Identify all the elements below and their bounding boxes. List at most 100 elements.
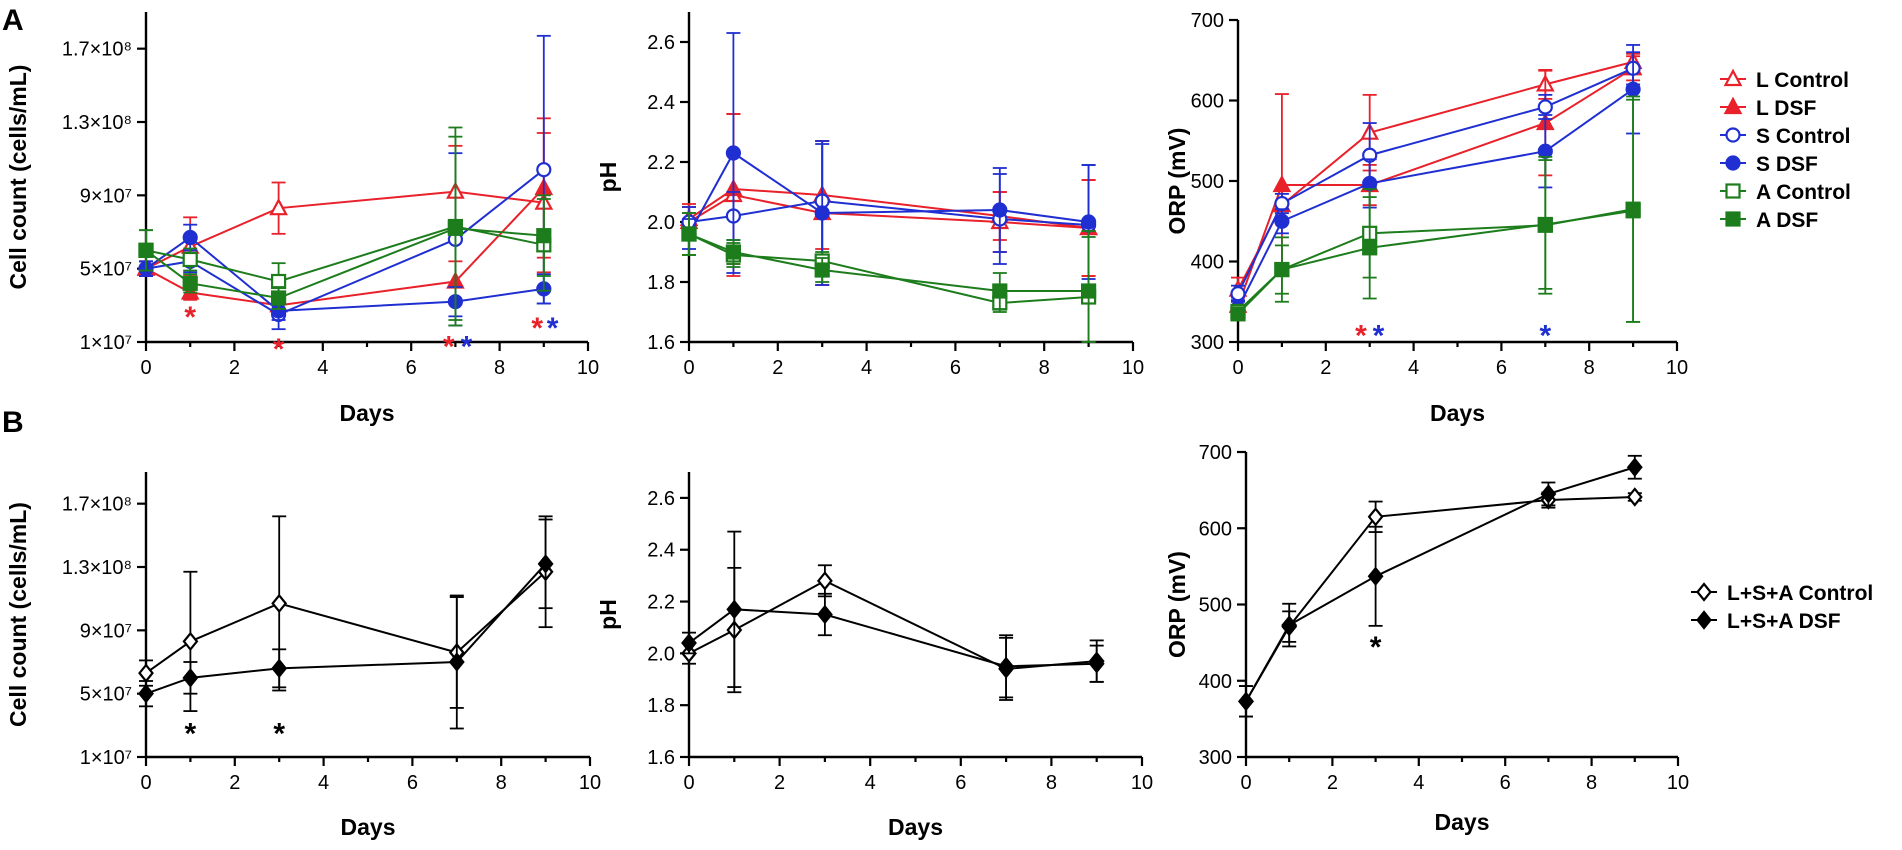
data-point (138, 663, 154, 683)
data-point (536, 228, 552, 244)
data-point (1625, 81, 1641, 97)
x-tick-label: 2 (1320, 357, 1331, 379)
y-tick-label: 1×10⁷ (80, 747, 132, 769)
y-tick-label: 1.7×10⁸ (62, 39, 132, 61)
x-axis-label: Days (888, 814, 943, 840)
legend-label: L+S+A DSF (1727, 610, 1841, 633)
x-tick-label: 10 (1131, 772, 1153, 794)
legend-marker (1723, 96, 1743, 115)
chart-B-ph: 0 2 4 6 8 10 1.6 1.8 2.0 2.2 2.4 2.6 Days pH (595, 472, 1153, 840)
y-tick-label: 2.6 (647, 488, 675, 510)
legend-panel-a: L Control L DSF S Control S DSF A Control A D… (1720, 68, 1851, 232)
data-point (1362, 175, 1378, 192)
legend-label: L Control (1756, 69, 1849, 92)
y-axis-label: pH (595, 599, 621, 630)
data-point (271, 290, 287, 306)
data-point (814, 205, 830, 221)
x-tick-label: 4 (317, 357, 328, 379)
y-tick-label: 5×10⁷ (80, 684, 132, 706)
x-tick-label: 6 (1500, 772, 1511, 794)
y-tick-label: 2.6 (647, 32, 675, 54)
y-tick-label: 2.2 (647, 592, 675, 614)
series-line (688, 233, 1089, 292)
x-tick-label: 8 (1046, 772, 1057, 794)
data-point (725, 244, 742, 260)
x-tick-label: 10 (1667, 772, 1689, 794)
x-tick-label: 0 (1232, 357, 1243, 379)
data-point (1272, 174, 1292, 193)
series-a-control (1230, 95, 1641, 323)
data-point (271, 593, 288, 614)
series-l-control (136, 132, 554, 277)
significance-star: * (1370, 631, 1382, 664)
significance-star: * (443, 330, 455, 363)
data-point (1540, 484, 1557, 504)
series-line (145, 563, 547, 695)
series-line (145, 168, 545, 316)
significance-star: * (1355, 320, 1367, 353)
series-a-dsf (1230, 98, 1641, 323)
y-axis-label: Cell count (cells/mL) (5, 65, 31, 290)
legend-label: A DSF (1756, 209, 1818, 232)
x-axis-label: Days (1435, 809, 1490, 835)
legend-panel-b: L+S+A Control L+S+A DSF (1691, 582, 1873, 633)
x-axis-label: Days (340, 400, 395, 426)
y-tick-label: 500 (1191, 171, 1224, 193)
data-point (1537, 143, 1553, 159)
legend-item: L+S+A DSF (1691, 610, 1841, 633)
y-tick-label: 2.4 (647, 92, 675, 114)
series-a-dsf (138, 135, 552, 321)
series-line (688, 233, 1089, 305)
x-tick-label: 2 (772, 357, 783, 379)
x-tick-label: 0 (1240, 772, 1251, 794)
y-tick-label: 1×10⁷ (80, 332, 132, 354)
data-point (1238, 691, 1254, 712)
x-tick-label: 8 (1586, 772, 1597, 794)
data-point (447, 220, 463, 236)
data-point (1088, 653, 1105, 674)
data-point (271, 273, 287, 290)
series-s-dsf (681, 32, 1097, 286)
legend-marker (1725, 183, 1741, 199)
data-point (1281, 615, 1298, 635)
legend-item: S Control (1720, 125, 1851, 148)
significance-star: * (273, 333, 285, 366)
data-point (1537, 216, 1553, 233)
data-point (182, 275, 198, 291)
legend-label: L DSF (1756, 97, 1816, 120)
y-axis-label: Cell count (cells/mL) (5, 502, 31, 727)
y-tick-label: 300 (1191, 332, 1224, 354)
legend-label: S DSF (1756, 153, 1818, 176)
data-point (1537, 99, 1553, 115)
y-tick-label: 2.2 (647, 152, 675, 174)
y-tick-label: 400 (1191, 252, 1224, 274)
data-point (1626, 487, 1643, 507)
series-l-dsf (1228, 55, 1643, 315)
x-tick-label: 4 (865, 772, 876, 794)
data-point (725, 145, 742, 161)
significance-star: * (273, 717, 285, 750)
significance-star: * (547, 312, 559, 345)
y-tick-label: 1.8 (647, 272, 675, 294)
series-line (145, 187, 545, 307)
legend-item: A Control (1720, 181, 1851, 204)
data-point (182, 631, 199, 652)
legend-marker (1723, 68, 1743, 87)
legend-item: L Control (1720, 68, 1849, 92)
series-l-s-a-dsf (681, 530, 1105, 699)
series-l-s-a-dsf (1238, 454, 1643, 718)
x-tick-label: 4 (318, 772, 329, 794)
x-tick-label: 8 (494, 357, 505, 379)
panel-label-a: A (2, 4, 24, 37)
series-line (1237, 67, 1634, 295)
y-tick-label: 600 (1199, 518, 1232, 540)
y-tick-label: 9×10⁷ (80, 185, 132, 207)
series-l-control (679, 113, 1098, 286)
x-tick-label: 6 (406, 357, 417, 379)
series-line (1237, 88, 1634, 309)
data-point (814, 262, 830, 278)
legend-marker (1696, 610, 1712, 630)
y-tick-label: 1.3×10⁸ (62, 557, 132, 579)
x-tick-label: 6 (1496, 357, 1507, 379)
